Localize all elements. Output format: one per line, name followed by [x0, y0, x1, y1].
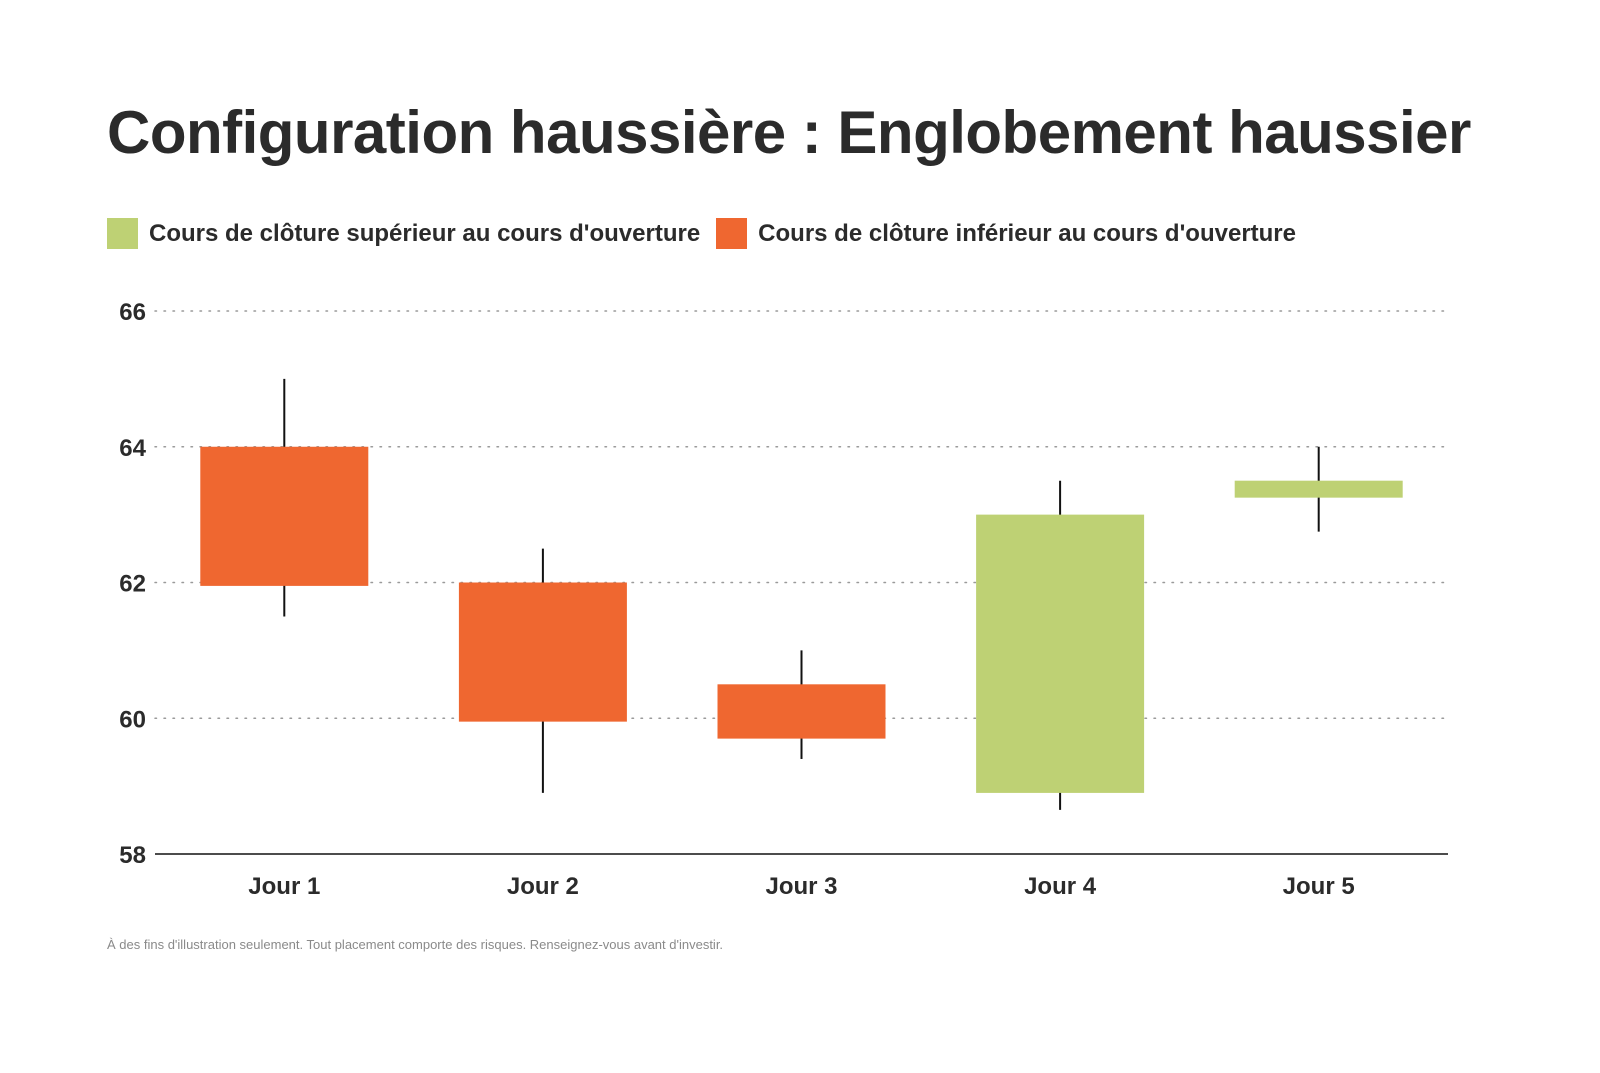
- legend: Cours de clôture supérieur au cours d'ou…: [107, 218, 1312, 249]
- candle-body-up: [976, 514, 1145, 793]
- y-tick-label: 60: [119, 706, 146, 733]
- legend-item-down: Cours de clôture inférieur au cours d'ou…: [716, 218, 1296, 249]
- legend-label-down: Cours de clôture inférieur au cours d'ou…: [758, 219, 1296, 247]
- x-tick-label: Jour 2: [507, 873, 579, 900]
- legend-label-up: Cours de clôture supérieur au cours d'ou…: [149, 219, 701, 247]
- candle-body-down: [200, 446, 369, 586]
- x-tick-label: Jour 5: [1283, 873, 1355, 900]
- y-tick-label: 66: [119, 299, 146, 326]
- y-tick-label: 58: [119, 842, 146, 869]
- y-tick-label: 62: [119, 571, 146, 598]
- legend-swatch-up: [107, 218, 138, 249]
- legend-item-up: Cours de clôture supérieur au cours d'ou…: [107, 218, 700, 249]
- candle-body-down: [458, 582, 627, 722]
- candle-body-up: [1234, 480, 1403, 498]
- footnote: À des fins d'illustration seulement. Tou…: [107, 937, 724, 952]
- x-tick-label: Jour 4: [1024, 873, 1097, 900]
- y-tick-label: 64: [119, 435, 146, 462]
- legend-swatch-down: [716, 218, 748, 249]
- x-tick-label: Jour 1: [248, 873, 320, 900]
- x-tick-label: Jour 3: [765, 873, 837, 900]
- chart-title: Configuration haussière : Englobement ha…: [107, 99, 1471, 166]
- candle-body-down: [717, 684, 886, 739]
